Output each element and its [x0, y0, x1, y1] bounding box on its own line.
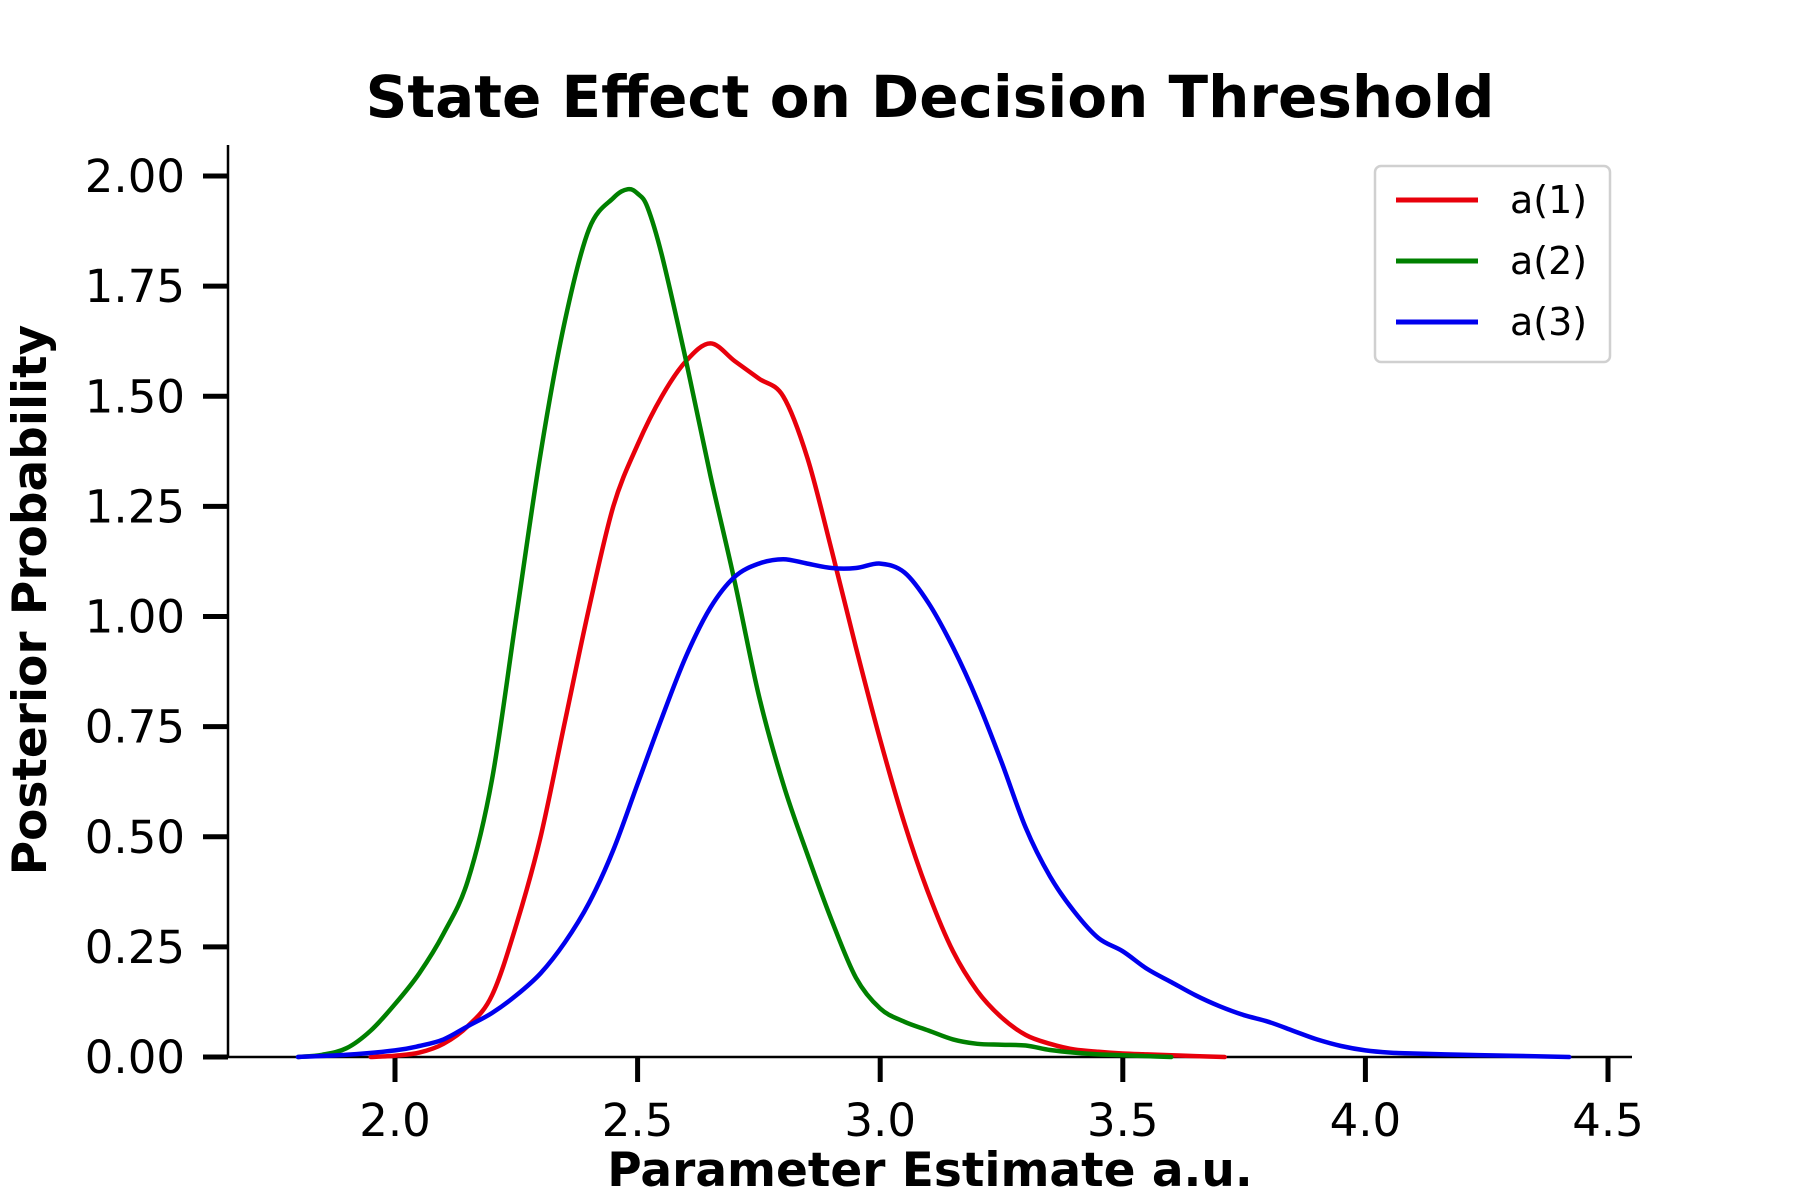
- legend-label: a(2): [1510, 239, 1587, 283]
- x-tick-label: 2.0: [359, 1094, 431, 1147]
- y-tick-label: 0.75: [85, 701, 185, 754]
- legend-frame: [1373, 164, 1612, 364]
- legend-label: a(1): [1510, 178, 1587, 222]
- y-tick-label: 0.00: [85, 1031, 185, 1084]
- series-line-a(2): [295, 186, 1174, 1060]
- series-line-a(1): [368, 341, 1227, 1060]
- y-tick-label: 2.00: [85, 150, 185, 203]
- y-axis-label: Posterior Probability: [3, 325, 58, 876]
- x-tick-label: 3.0: [844, 1094, 916, 1147]
- x-tick-label: 2.5: [602, 1094, 674, 1147]
- x-axis-label: Parameter Estimate a.u.: [607, 1143, 1252, 1198]
- y-tick-label: 1.75: [85, 260, 185, 313]
- y-tick-label: 0.50: [85, 811, 185, 864]
- legend: a(1) a(2) a(3): [1373, 164, 1612, 364]
- axis-ticks: 0.00 0.25 0.50 0.75 1.00 1.25 1.50 1.75 2.00 2.0 2…: [85, 150, 1644, 1147]
- legend-label: a(3): [1510, 300, 1587, 344]
- x-tick-label: 4.0: [1330, 1094, 1402, 1147]
- chart-title: State Effect on Decision Threshold: [366, 63, 1495, 131]
- x-tick-label: 3.5: [1087, 1094, 1159, 1147]
- series-line-a(3): [295, 556, 1572, 1060]
- y-tick-label: 1.25: [85, 480, 185, 533]
- y-tick-label: 1.50: [85, 370, 185, 423]
- y-tick-label: 0.25: [85, 921, 185, 974]
- y-tick-label: 1.00: [85, 591, 185, 644]
- series-lines: [295, 186, 1572, 1060]
- x-tick-label: 4.5: [1572, 1094, 1644, 1147]
